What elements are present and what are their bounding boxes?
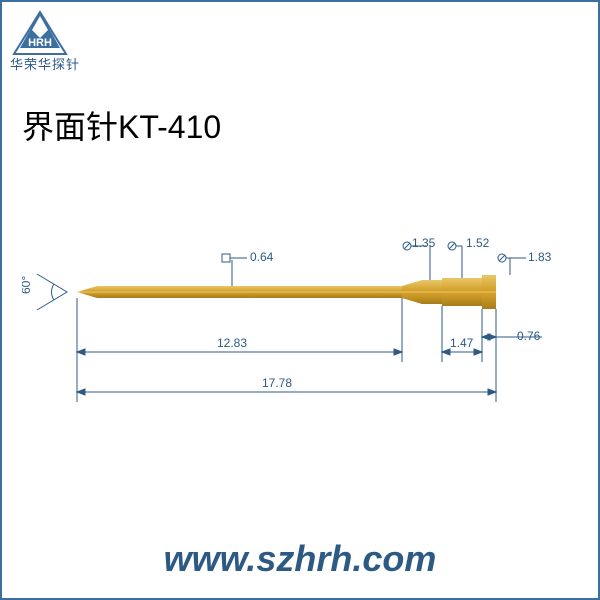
tip-angle-detail [37, 274, 67, 310]
dim-collar2-dia: 1.52 [466, 236, 489, 250]
dim-collar1-dia: 1.35 [412, 236, 435, 250]
dim-shaft-dia: 0.64 [250, 250, 273, 264]
logo: HRH [10, 10, 70, 58]
dim-end-len: 0.76 [517, 329, 540, 343]
tip-angle-label: 60° [22, 276, 33, 294]
website-url: www.szhrh.com [2, 538, 598, 580]
logo-triangle-icon: HRH [10, 10, 70, 58]
dim-end-dia: 1.83 [528, 250, 551, 264]
dim-shaft-len: 12.83 [217, 336, 247, 350]
product-title: 界面针KT-410 [22, 102, 221, 148]
logo-text: HRH [28, 37, 52, 49]
company-name: 华荣华探针 [10, 54, 80, 73]
dim-collar-gap: 1.47 [450, 336, 473, 350]
dim-total-len: 17.78 [262, 376, 292, 390]
technical-diagram: 60° [22, 232, 582, 452]
